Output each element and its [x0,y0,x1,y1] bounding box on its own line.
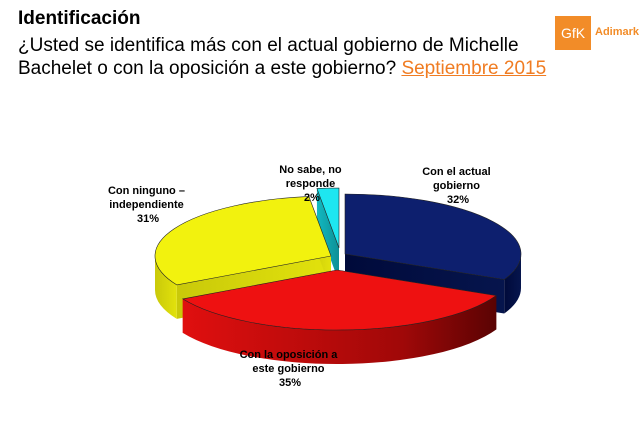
logo-mark: GfK [555,16,591,50]
label-ninguno: Con ninguno – independiente 31% [108,185,188,225]
label-nosabe-line2: responde [286,178,336,190]
slice-no-sabe [316,187,340,249]
label-oposicion: Con la oposición a este gobierno 35% [240,349,341,389]
label-actual-line2: gobierno [433,180,480,192]
slice-oposicion [181,269,498,331]
page-title: Identificación [18,8,141,29]
label-oposicion-line1: Con la oposición a [240,349,339,361]
label-actual-value: 32% [447,194,469,206]
label-ninguno-line1: Con ninguno – [108,185,185,197]
label-actual-gobierno: Con el actual gobierno 32% [422,166,494,206]
slice-no-sabe-cut-0 [316,188,339,282]
label-ninguno-line2: independiente [109,199,184,211]
date-link[interactable]: Septiembre 2015 [401,58,547,79]
slice-actual-gobierno [344,193,522,280]
logo-brand: Adimark [595,26,639,38]
label-ninguno-value: 31% [137,213,159,225]
pie-tops [154,187,522,331]
label-oposicion-value: 35% [279,377,301,389]
gfk-adimark-logo: GfK Adimark [555,16,639,52]
slice-ninguno-side [155,256,177,319]
label-nosabe-line1: No sabe, no [279,164,342,176]
label-actual-line1: Con el actual [422,166,490,178]
slice-oposicion-side [182,295,497,365]
question-text: ¿Usted se identifica más con el actual g… [18,35,519,79]
slice-ninguno [154,196,332,286]
slice-actual-gobierno-side [504,254,521,314]
label-no-sabe: No sabe, no responde 2% [279,164,344,204]
survey-question: ¿Usted se identifica más con el actual g… [18,34,548,80]
label-nosabe-value: 2% [304,192,320,204]
label-oposicion-line2: este gobierno [252,363,324,375]
